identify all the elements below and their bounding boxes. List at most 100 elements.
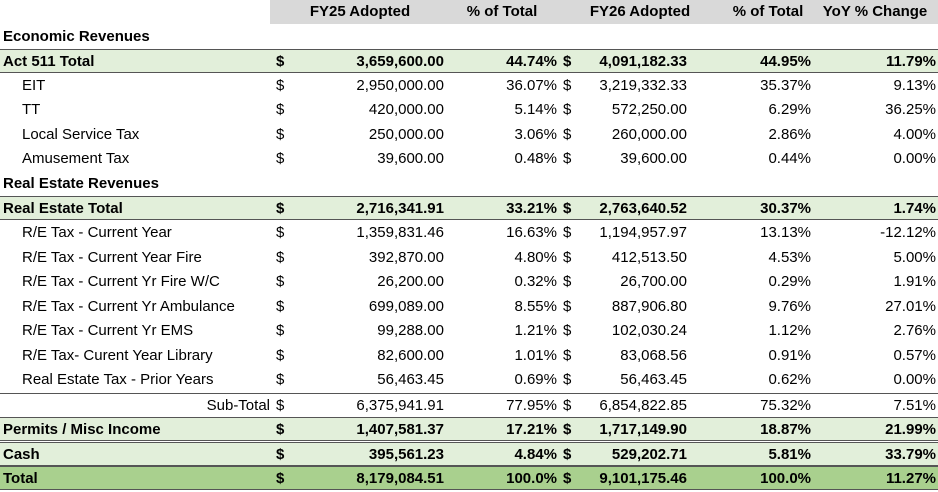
currency-symbol: $: [563, 53, 572, 71]
table-row: R/E Tax - Current Year $1,359,831.46 16.63…: [0, 221, 938, 245]
row-label: Amusement Tax: [22, 150, 130, 168]
value-cell: 99,288.00: [377, 322, 444, 340]
value-cell: 5.00%: [893, 248, 936, 266]
value-cell: 18.87%: [760, 421, 811, 439]
value-cell: 11.27%: [885, 470, 936, 488]
column-header: % of Total: [732, 3, 804, 20]
column-header: % of Total: [466, 3, 538, 20]
value-cell: 1.21%: [514, 322, 557, 340]
currency-symbol: $: [276, 53, 285, 71]
table-row: Total $8,179,084.51 100.0% $9,101,175.46 100…: [0, 466, 938, 491]
value-cell: 0.48%: [514, 150, 557, 168]
value-cell: 5.81%: [768, 445, 811, 463]
table-row: R/E Tax - Current Yr EMS $99,288.00 1.21% $…: [0, 319, 938, 343]
header-row: FY25 Adopted % of Total FY26 Adopted % of T…: [270, 0, 938, 24]
currency-symbol: $: [276, 346, 285, 364]
currency-symbol: $: [563, 125, 572, 143]
table-row: R/E Tax - Current Year Fire $392,870.00 4.…: [0, 246, 938, 270]
value-cell: 100.0%: [506, 470, 557, 488]
value-cell: 11.79%: [885, 53, 936, 71]
currency-symbol: $: [563, 200, 572, 218]
value-cell: 6,854,822.85: [599, 396, 687, 414]
row-label: Real Estate Total: [3, 200, 123, 218]
value-cell: 1.12%: [768, 322, 811, 340]
value-cell: 260,000.00: [611, 125, 687, 143]
value-cell: 1,359,831.46: [356, 223, 444, 241]
table-row: R/E Tax- Curent Year Library $82,600.00 1.…: [0, 344, 938, 368]
value-cell: 13.13%: [760, 223, 811, 241]
value-cell: 8,179,084.51: [356, 470, 444, 488]
column-header: FY26 Adopted: [589, 3, 691, 20]
table-row: Permits / Misc Income $1,407,581.37 17.21%…: [0, 417, 938, 442]
table-row: Local Service Tax $250,000.00 3.06% $260,00…: [0, 123, 938, 147]
row-label: R/E Tax - Current Year Fire: [22, 248, 202, 266]
currency-symbol: $: [563, 248, 572, 266]
value-cell: 529,202.71: [611, 445, 687, 463]
currency-symbol: $: [276, 273, 285, 291]
currency-symbol: $: [276, 322, 285, 340]
column-header: YoY % Change: [822, 3, 928, 20]
currency-symbol: $: [563, 322, 572, 340]
value-cell: 44.74%: [506, 53, 557, 71]
table-row: Economic Revenues: [0, 25, 938, 49]
table-row: Sub-Total $6,375,941.91 77.95% $6,854,822.8…: [0, 392, 938, 417]
table-row: Real Estate Revenues: [0, 172, 938, 196]
value-cell: 412,513.50: [611, 248, 687, 266]
value-cell: 30.37%: [760, 200, 811, 218]
value-cell: 1.91%: [893, 273, 936, 291]
row-label: Economic Revenues: [3, 27, 150, 45]
row-label: R/E Tax - Current Yr Fire W/C: [22, 273, 220, 291]
value-cell: 17.21%: [506, 421, 557, 439]
value-cell: 9.76%: [768, 297, 811, 315]
currency-symbol: $: [563, 470, 572, 488]
value-cell: 0.00%: [893, 371, 936, 389]
currency-symbol: $: [563, 346, 572, 364]
value-cell: 4.80%: [514, 248, 557, 266]
currency-symbol: $: [276, 200, 285, 218]
value-cell: 2.76%: [893, 322, 936, 340]
value-cell: -12.12%: [880, 223, 936, 241]
value-cell: 27.01%: [885, 297, 936, 315]
value-cell: 33.79%: [885, 445, 936, 463]
value-cell: 0.44%: [768, 150, 811, 168]
value-cell: 4.53%: [768, 248, 811, 266]
table-row: Act 511 Total $3,659,600.00 44.74% $4,091,1…: [0, 49, 938, 74]
row-label: Real Estate Revenues: [3, 174, 159, 192]
value-cell: 56,463.45: [620, 371, 687, 389]
currency-symbol: $: [276, 445, 285, 463]
value-cell: 83,068.56: [620, 346, 687, 364]
row-label: Real Estate Tax - Prior Years: [22, 371, 214, 389]
value-cell: 1,194,957.97: [599, 223, 687, 241]
row-label: R/E Tax - Current Yr Ambulance: [22, 297, 235, 315]
row-label: TT: [22, 101, 41, 119]
value-cell: 26,700.00: [620, 273, 687, 291]
currency-symbol: $: [276, 297, 285, 315]
value-cell: 36.07%: [506, 76, 557, 94]
value-cell: 33.21%: [506, 200, 557, 218]
currency-symbol: $: [276, 223, 285, 241]
value-cell: 44.95%: [760, 53, 811, 71]
value-cell: 0.32%: [514, 273, 557, 291]
value-cell: 699,089.00: [368, 297, 444, 315]
currency-symbol: $: [563, 445, 572, 463]
value-cell: 1,407,581.37: [356, 421, 444, 439]
value-cell: 77.95%: [506, 396, 557, 414]
value-cell: 75.32%: [760, 396, 811, 414]
value-cell: 4.84%: [514, 445, 557, 463]
currency-symbol: $: [276, 470, 285, 488]
currency-symbol: $: [563, 76, 572, 94]
value-cell: 6.29%: [768, 101, 811, 119]
table-row: TT $420,000.00 5.14% $572,250.00 6.29% 36.25%: [0, 98, 938, 122]
value-cell: 0.91%: [768, 346, 811, 364]
row-label: Total: [3, 470, 38, 488]
value-cell: 9,101,175.46: [599, 470, 687, 488]
value-cell: 2.86%: [768, 125, 811, 143]
currency-symbol: $: [563, 101, 572, 119]
currency-symbol: $: [276, 125, 285, 143]
value-cell: 102,030.24: [611, 322, 687, 340]
value-cell: 3,659,600.00: [356, 53, 444, 71]
value-cell: 4,091,182.33: [599, 53, 687, 71]
value-cell: 39,600.00: [377, 150, 444, 168]
value-cell: 35.37%: [760, 76, 811, 94]
row-label: Sub-Total: [206, 396, 270, 414]
